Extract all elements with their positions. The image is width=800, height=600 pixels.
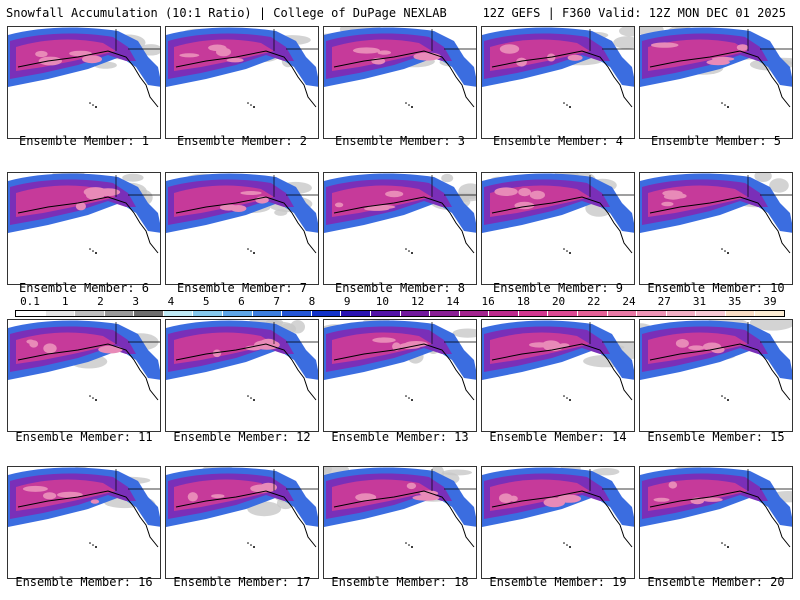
colorbar-swatch (666, 311, 697, 316)
ensemble-panel (639, 26, 793, 139)
colorbar-tick-label: 2 (97, 295, 104, 308)
colorbar-tick-label: 24 (622, 295, 636, 308)
colorbar-swatch (16, 311, 46, 316)
ensemble-member-label: Ensemble Member: 14 (489, 430, 627, 444)
colorbar-swatch (134, 311, 164, 316)
colorbar-swatch (548, 311, 578, 316)
ensemble-panel (323, 319, 477, 432)
colorbar-swatch (430, 311, 460, 316)
ensemble-member-label: Ensemble Member: 18 (331, 575, 469, 589)
colorbar-swatch (282, 311, 312, 316)
ensemble-panel (165, 26, 319, 139)
colorbar-tick-label: 16 (481, 295, 495, 308)
colorbar-tick-label: 8 (308, 295, 316, 308)
ensemble-panel (481, 466, 635, 579)
ensemble-panel (165, 172, 319, 285)
ensemble-panel (7, 466, 161, 579)
ensemble-member-label: Ensemble Member: 11 (15, 430, 153, 444)
ensemble-panel (481, 172, 635, 285)
ensemble-member-label: Ensemble Member: 19 (489, 575, 627, 589)
colorbar-swatch (75, 311, 105, 316)
colorbar-swatch (193, 311, 224, 316)
ensemble-panel (481, 319, 635, 432)
colorbar-tick-label: 6 (238, 295, 245, 308)
colorbar-swatch (696, 311, 726, 316)
ensemble-member-label: Ensemble Member: 3 (334, 134, 466, 148)
ensemble-panel (323, 26, 477, 139)
colorbar-tick-label: 9 (343, 295, 351, 308)
colorbar-tick-label: 3 (132, 295, 140, 308)
ensemble-member-label: Ensemble Member: 16 (15, 575, 153, 589)
colorbar-tick-label: 1 (61, 295, 69, 308)
map-title: Snowfall Accumulation (10:1 Ratio) | Col… (6, 6, 447, 20)
ensemble-member-label: Ensemble Member: 4 (492, 134, 624, 148)
colorbar-tick-label: 7 (273, 295, 280, 308)
colorbar-swatch (311, 311, 342, 316)
ensemble-member-label: Ensemble Member: 1 (18, 134, 150, 148)
ensemble-member-label: Ensemble Member: 5 (650, 134, 782, 148)
colorbar-tick-label: 20 (551, 295, 566, 308)
colorbar-swatch (607, 311, 638, 316)
ensemble-member-label: Ensemble Member: 6 (18, 281, 150, 295)
colorbar-swatch (518, 311, 549, 316)
colorbar-tick-label: 12 (410, 295, 425, 308)
ensemble-panel (639, 466, 793, 579)
colorbar-tick-label: 4 (167, 295, 175, 308)
ensemble-panel (639, 319, 793, 432)
colorbar-swatch (755, 311, 785, 316)
ensemble-member-label: Ensemble Member: 13 (331, 430, 469, 444)
colorbar-swatch (223, 311, 253, 316)
ensemble-member-label: Ensemble Member: 12 (173, 430, 311, 444)
colorbar-swatch (577, 311, 608, 316)
ensemble-member-label: Ensemble Member: 9 (492, 281, 624, 295)
colorbar-tick-label: 31 (692, 295, 707, 308)
ensemble-member-label: Ensemble Member: 8 (334, 281, 466, 295)
ensemble-member-label: Ensemble Member: 15 (647, 430, 785, 444)
colorbar-swatch (163, 311, 194, 316)
colorbar-tick-label: 35 (728, 295, 742, 308)
colorbar-swatch (637, 311, 667, 316)
ensemble-panel (7, 172, 161, 285)
ensemble-panel (165, 466, 319, 579)
ensemble-panel (323, 172, 477, 285)
colorbar-swatch (400, 311, 431, 316)
ensemble-panel (323, 466, 477, 579)
colorbar-swatch (104, 311, 135, 316)
model-run-info: 12Z GEFS | F360 Valid: 12Z MON DEC 01 20… (482, 6, 786, 20)
colorbar-swatch (489, 311, 519, 316)
colorbar-swatch (725, 311, 756, 316)
colorbar-tick-label: 22 (587, 295, 601, 308)
ensemble-panel (7, 319, 161, 432)
colorbar-swatch (341, 311, 371, 316)
colorbar-swatch (370, 311, 401, 316)
colorbar-swatch (459, 311, 490, 316)
ensemble-member-label: Ensemble Member: 2 (176, 134, 308, 148)
colorbar-tick-label: 5 (202, 295, 210, 308)
ensemble-member-label: Ensemble Member: 7 (176, 281, 308, 295)
ensemble-panel (7, 26, 161, 139)
ensemble-member-label: Ensemble Member: 20 (647, 575, 785, 589)
colorbar-tick-label: 14 (446, 295, 460, 308)
colorbar-tick-label: 27 (657, 295, 671, 308)
colorbar-tick-label: 39 (763, 295, 777, 308)
ensemble-panel (165, 319, 319, 432)
colorbar-swatch (45, 311, 76, 316)
colorbar-tick-label: 10 (375, 295, 389, 308)
colorbar-swatch (252, 311, 283, 316)
ensemble-panel (639, 172, 793, 285)
ensemble-member-label: Ensemble Member: 10 (647, 281, 785, 295)
colorbar-tick-label: 18 (516, 295, 530, 308)
colorbar-tick-label: 0.1 (20, 295, 40, 308)
ensemble-panel (481, 26, 635, 139)
colorbar (15, 310, 785, 317)
ensemble-member-label: Ensemble Member: 17 (173, 575, 311, 589)
